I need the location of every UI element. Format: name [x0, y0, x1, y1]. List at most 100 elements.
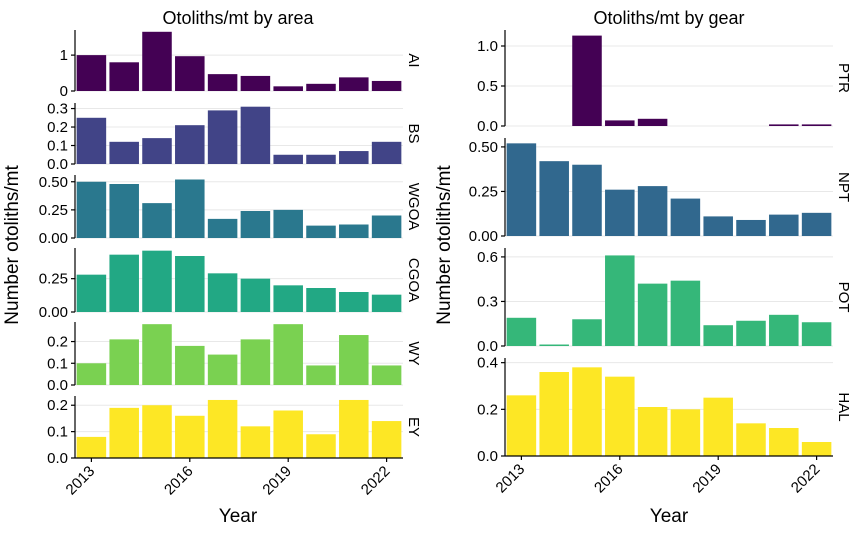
bar-ai-2015: [142, 31, 172, 91]
chart-0: Otoliths/mt by area Number otoliths/mt Yea…: [2, 8, 422, 527]
bar-cgoa-2020: [306, 288, 336, 312]
bar-hal-2019: [703, 397, 733, 456]
bar-wy-2017: [207, 354, 238, 385]
bar-ey-2021: [339, 399, 369, 458]
facet-panel-npt: 0.00 0.25 0.50 NPT: [469, 138, 852, 245]
bar-cgoa-2013: [76, 274, 107, 312]
y-tick-label: 0.00: [469, 228, 498, 245]
bar-npt-2021: [769, 214, 799, 236]
y-tick-label: 0.2: [47, 397, 68, 414]
x-tick-label: 2019: [689, 461, 725, 497]
facet-panel-ai: 0 1 AI: [60, 30, 422, 100]
strip-label-cgoa: CGOA: [405, 258, 422, 302]
bar-pot-2014: [539, 344, 569, 346]
bar-hal-2016: [605, 376, 635, 456]
y-axis-title: Number otoliths/mt: [2, 165, 23, 325]
bar-wgoa-2013: [76, 181, 107, 238]
bar-wy-2014: [109, 339, 139, 385]
strip-label-ptr: PTR: [835, 63, 852, 93]
y-tick-label: 0.3: [477, 293, 498, 310]
bar-wgoa-2022: [371, 215, 402, 238]
y-tick-label: 0.1: [47, 424, 68, 441]
y-tick-label: 0.1: [47, 138, 68, 155]
bar-ai-2017: [207, 74, 238, 91]
facet-panel-pot: 0.0 0.3 0.6 POT: [477, 248, 852, 355]
chart-title: Otoliths/mt by gear: [593, 8, 744, 28]
facet-panel-bs: 0.00.1 0.20.3 BS: [47, 101, 422, 173]
bar-npt-2019: [703, 216, 733, 236]
bar-bs-2022: [371, 141, 402, 164]
chart-title: Otoliths/mt by area: [162, 8, 314, 28]
bar-pot-2022: [801, 322, 832, 346]
strip-label-ai: AI: [405, 53, 422, 67]
bar-hal-2020: [736, 423, 766, 456]
strip-label-bs: BS: [405, 123, 422, 143]
y-tick-label: 0.25: [469, 183, 498, 200]
bar-ey-2019: [273, 410, 303, 458]
bar-wy-2021: [339, 335, 369, 385]
x-axis-title: Year: [650, 506, 689, 527]
y-tick-label: 0.1: [47, 355, 68, 372]
bar-ptr-2015: [572, 35, 602, 126]
y-tick-label: 0.50: [469, 139, 498, 156]
y-tick-label: 0.4: [477, 355, 498, 372]
x-tick-label: 2022: [358, 463, 394, 499]
bar-hal-2015: [572, 367, 602, 456]
bar-ey-2015: [142, 405, 172, 458]
bar-ai-2022: [371, 80, 402, 91]
bar-hal-2022: [801, 442, 832, 456]
y-tick-label: 0.25: [39, 202, 68, 219]
bar-wy-2013: [76, 363, 107, 385]
y-tick-label: 0.0: [47, 450, 68, 467]
bar-wy-2022: [371, 365, 402, 385]
strip-label-wgoa: WGOA: [405, 183, 422, 231]
bar-ey-2018: [240, 426, 271, 458]
bar-pot-2015: [572, 319, 602, 346]
facet-panel-ptr: 0.0 0.5 1.0 PTR: [477, 30, 852, 135]
x-tick-label: 2016: [161, 463, 197, 499]
bar-ai-2018: [240, 75, 271, 91]
y-tick-label: 0.50: [39, 174, 68, 191]
bar-pot-2013: [506, 317, 537, 346]
y-tick-label: 1.0: [477, 38, 498, 55]
bar-bs-2020: [306, 154, 336, 164]
bar-ai-2016: [175, 56, 205, 91]
bar-npt-2015: [572, 164, 602, 236]
facet-panel-cgoa: 0.00 0.25 CGOA: [39, 248, 422, 321]
y-tick-label: 0: [60, 83, 68, 100]
x-tick-label: 2013: [493, 461, 529, 497]
y-tick-label: 0.0: [477, 118, 498, 135]
bar-hal-2013: [506, 395, 537, 456]
bar-npt-2020: [736, 219, 766, 236]
y-tick-label: 0.0: [477, 338, 498, 355]
facet-panel-wy: 0.0 0.1 0.2 WY: [47, 322, 422, 394]
bar-pot-2020: [736, 320, 766, 346]
bar-npt-2016: [605, 189, 635, 236]
x-tick-label: 2019: [259, 463, 295, 499]
x-tick-label: 2013: [63, 463, 99, 499]
bar-wy-2019: [273, 324, 303, 385]
bar-bs-2016: [175, 125, 205, 164]
bar-npt-2013: [506, 143, 537, 236]
facet-panel-hal: 0.0 0.2 0.4 HAL 2013 2016 2019 2022: [477, 355, 852, 497]
bar-npt-2018: [670, 198, 701, 236]
strip-label-ey: EY: [405, 417, 422, 437]
bar-npt-2022: [801, 212, 832, 236]
bar-cgoa-2014: [109, 254, 139, 312]
bar-ai-2020: [306, 83, 336, 91]
bar-pot-2017: [637, 283, 668, 346]
x-tick-label: 2022: [788, 461, 824, 497]
facet-panel-ey: 0.0 0.1 0.2 EY 2013 2016 2019 2022: [47, 396, 422, 498]
y-tick-label: 0.6: [477, 249, 498, 266]
y-tick-label: 0.0: [47, 377, 68, 394]
bar-ey-2020: [306, 434, 336, 458]
bar-cgoa-2018: [240, 278, 271, 312]
bar-bs-2015: [142, 138, 172, 164]
bar-pot-2021: [769, 314, 799, 346]
bar-wgoa-2021: [339, 224, 369, 238]
bar-ey-2017: [207, 399, 238, 458]
bar-ptr-2021: [769, 124, 799, 126]
bar-hal-2018: [670, 409, 701, 456]
bar-wy-2015: [142, 324, 172, 385]
